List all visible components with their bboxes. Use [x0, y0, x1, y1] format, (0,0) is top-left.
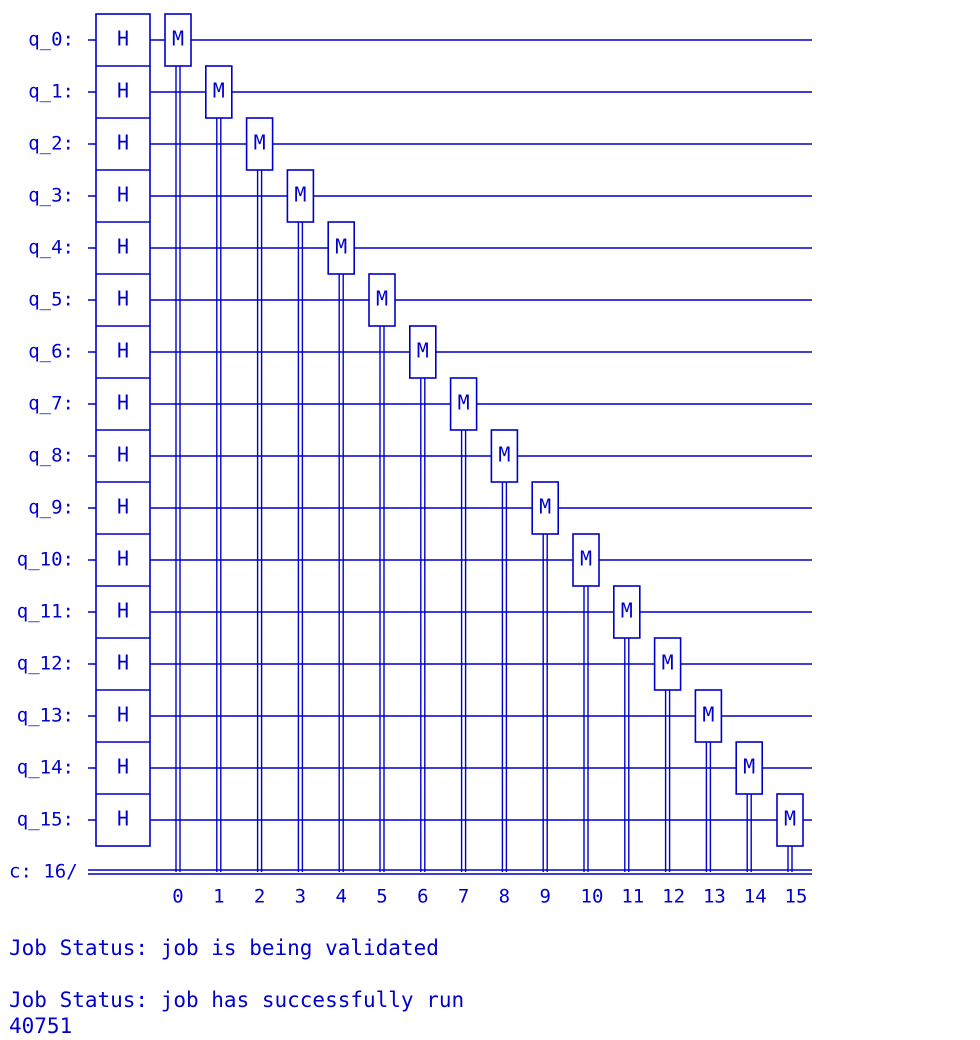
- hadamard-gate: H: [117, 27, 129, 51]
- measure-gate: [205, 65, 233, 119]
- classical-bit-index: 11: [621, 886, 644, 908]
- hadamard-gate: H: [117, 183, 129, 207]
- job-status-success: Job Status: job has successfully run: [9, 988, 465, 1012]
- qubit-label: q_4:: [28, 237, 74, 259]
- measure-gate-label: M: [213, 79, 225, 103]
- classical-bit-index: 6: [417, 886, 428, 908]
- measure-gate-label: M: [294, 183, 306, 207]
- measure-gate: [612, 585, 641, 639]
- classical-bit-index: 4: [335, 886, 346, 908]
- hadamard-gate: H: [117, 547, 129, 571]
- qubit-label: q_2:: [28, 133, 74, 155]
- classical-bit-index: 0: [172, 886, 183, 908]
- measure-gate: [490, 429, 519, 483]
- classical-register-label: c: 16/: [9, 861, 78, 883]
- measure-gate-label: M: [784, 807, 796, 831]
- qubit-label: q_11:: [17, 601, 74, 623]
- measure-gate-label: M: [580, 547, 592, 571]
- classical-bit-index: 9: [539, 886, 550, 908]
- classical-bit-index: 2: [254, 886, 265, 908]
- qubit-label: q_13:: [17, 705, 74, 727]
- job-status-validating: Job Status: job is being validated: [9, 936, 439, 960]
- quantum-circuit-diagram: q_0: q_1: q_2: q_3: q_4: q_5: q_6: q_7: q_8: q_9:…: [9, 13, 812, 908]
- measure-gate-label: M: [539, 495, 551, 519]
- qubit-label: q_1:: [28, 81, 74, 103]
- qubit-label: q_10:: [17, 549, 74, 571]
- measure-gate: [368, 273, 396, 327]
- measure-gate: [572, 533, 600, 587]
- measure-gate-label: M: [702, 703, 714, 727]
- qubit-label: q_15:: [17, 809, 74, 831]
- classical-bit-index: 8: [499, 886, 510, 908]
- measure-gate-label: M: [376, 287, 388, 311]
- measure-gate-label: M: [254, 131, 266, 155]
- qubit-label: q_12:: [17, 653, 74, 675]
- measure-gate-label: M: [743, 755, 755, 779]
- hadamard-gate: H: [117, 755, 129, 779]
- hadamard-gate: H: [117, 391, 129, 415]
- hadamard-gate: H: [117, 235, 129, 259]
- hadamard-gate: H: [117, 495, 129, 519]
- job-result: 40751: [9, 1014, 73, 1038]
- measure-gate-label: M: [335, 235, 347, 259]
- measure-gate: [327, 221, 356, 275]
- qubit-label: q_14:: [17, 757, 74, 779]
- classical-bit-index: 15: [785, 886, 808, 908]
- measure-gate: [408, 325, 437, 379]
- measure-gate-label: M: [417, 339, 429, 363]
- hadamard-gate: H: [117, 807, 129, 831]
- measure-gate: [164, 13, 192, 67]
- measure-gate-label: M: [621, 599, 633, 623]
- measure-gate: [735, 741, 764, 795]
- classical-bit-index: 12: [662, 886, 685, 908]
- hadamard-gate: H: [117, 287, 129, 311]
- measure-gate-label: M: [662, 651, 674, 675]
- qubit-label: q_0:: [28, 29, 74, 51]
- classical-bit-index: 7: [458, 886, 469, 908]
- hadamard-gate: H: [117, 131, 129, 155]
- hadamard-gate: H: [117, 443, 129, 467]
- measure-gate-label: M: [172, 27, 184, 51]
- hadamard-gate: H: [117, 651, 129, 675]
- measure-gate-label: M: [458, 391, 470, 415]
- hadamard-gate: H: [117, 79, 129, 103]
- qubit-label: q_6:: [28, 341, 74, 363]
- measure-gate-label: M: [498, 443, 510, 467]
- measure-gate: [776, 793, 804, 847]
- measure-gate: [286, 169, 315, 223]
- hadamard-gate: H: [117, 339, 129, 363]
- qubit-label: q_8:: [28, 445, 74, 467]
- measure-gate: [531, 481, 560, 535]
- qubit-label: q_7:: [28, 393, 74, 415]
- qubit-label: q_5:: [28, 289, 74, 311]
- classical-bit-index: 3: [295, 886, 306, 908]
- measure-gate: [245, 117, 274, 171]
- measure-gate: [449, 377, 478, 431]
- classical-bit-index: 14: [744, 886, 767, 908]
- classical-bit-index: 13: [703, 886, 726, 908]
- measure-gate: [694, 689, 723, 743]
- hadamard-gate: H: [117, 599, 129, 623]
- classical-bit-index: 5: [376, 886, 387, 908]
- measure-gate: [653, 637, 682, 691]
- classical-bit-index: 1: [213, 886, 224, 908]
- classical-bit-index: 10: [581, 886, 604, 908]
- hadamard-gate: H: [117, 703, 129, 727]
- qubit-label: q_3:: [28, 185, 74, 207]
- qubit-label: q_9:: [28, 497, 74, 519]
